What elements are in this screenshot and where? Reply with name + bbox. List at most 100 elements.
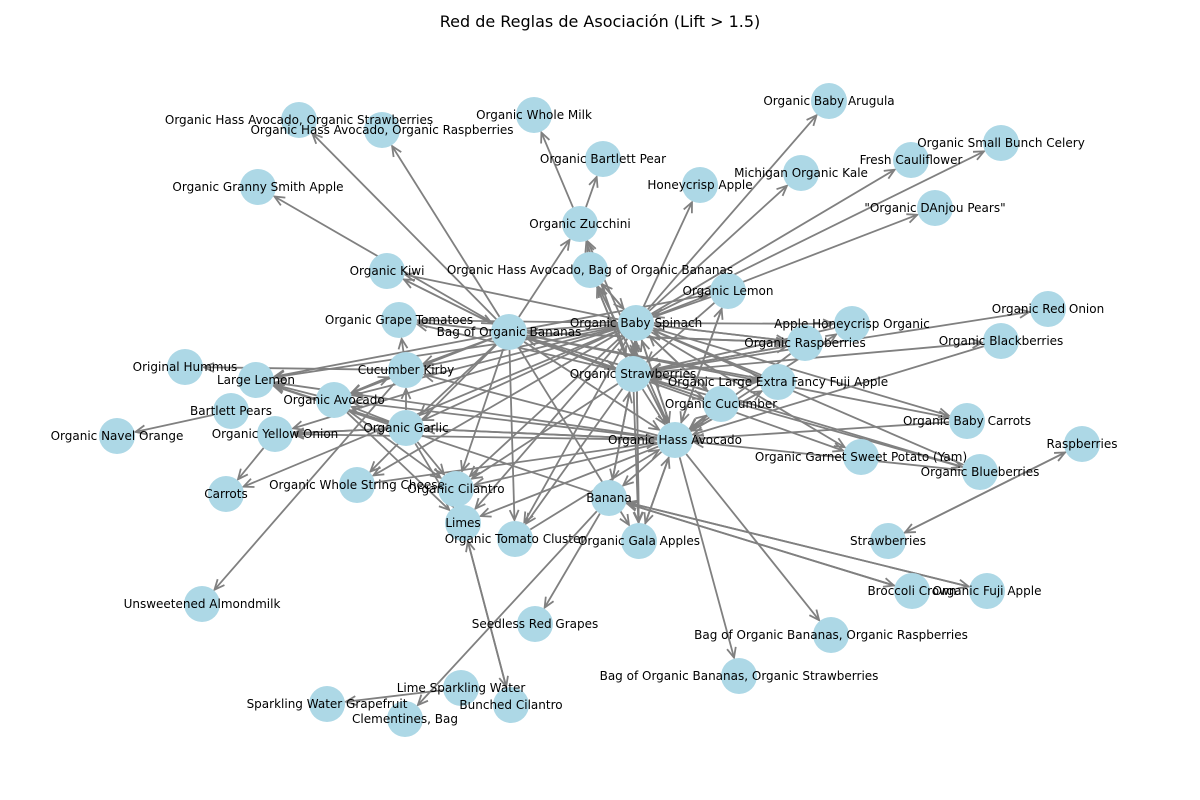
- node-yellow_onion[interactable]: [257, 416, 293, 452]
- node-small_celery[interactable]: [983, 125, 1019, 161]
- node-lime_water[interactable]: [443, 670, 479, 706]
- node-banana[interactable]: [591, 480, 627, 516]
- node-string_cheese[interactable]: [339, 467, 375, 503]
- edge-avo_bananas-to-strawberries_org: [596, 286, 627, 359]
- node-label-hass_avo: Organic Hass Avocado: [608, 433, 742, 447]
- node-avo_straw[interactable]: [281, 102, 317, 138]
- node-label-almondmilk: Unsweetened Almondmilk: [124, 597, 281, 611]
- node-blueberries[interactable]: [962, 454, 998, 490]
- node-strawberries[interactable]: [870, 523, 906, 559]
- node-avo_rasp[interactable]: [364, 112, 400, 148]
- node-broccoli[interactable]: [894, 573, 930, 609]
- edge-hass_avo-to-yellow_onion: [291, 429, 658, 441]
- node-cucumber_org[interactable]: [703, 386, 739, 422]
- node-baby_arugula[interactable]: [811, 83, 847, 119]
- node-granny_smith[interactable]: [240, 169, 276, 205]
- node-label-bartlett: Bartlett Pears: [190, 404, 272, 418]
- node-red_onion[interactable]: [1030, 291, 1066, 327]
- node-label-strawberries: Strawberries: [850, 534, 926, 548]
- node-lemon[interactable]: [710, 273, 746, 309]
- node-avo_bananas[interactable]: [572, 252, 608, 288]
- node-cilantro_org[interactable]: [438, 471, 474, 507]
- edge-bag_bananas-to-zucchini: [518, 238, 571, 318]
- node-danjou[interactable]: [917, 190, 953, 226]
- node-clementines[interactable]: [387, 701, 423, 737]
- node-label-bb_rasp: Bag of Organic Bananas, Organic Raspberr…: [694, 628, 968, 642]
- node-fuji_fancy[interactable]: [760, 364, 796, 400]
- node-label-seedless_grapes: Seedless Red Grapes: [472, 617, 599, 631]
- node-kiwi[interactable]: [369, 253, 405, 289]
- edge-spinach-to-honeycrisp: [642, 200, 693, 308]
- edge-hass_avo-to-bb_rasp: [685, 453, 821, 622]
- node-garlic[interactable]: [388, 410, 424, 446]
- edge-bag_bananas-to-avo_rasp: [390, 144, 501, 318]
- node-strawberries_org[interactable]: [615, 356, 651, 392]
- edge-baby_carrots-to-hass_avo: [691, 421, 950, 444]
- chart-title: Red de Reglas de Asociación (Lift > 1.5): [439, 12, 761, 31]
- edge-avo_bananas-to-spinach: [601, 283, 625, 311]
- node-sweet_potato[interactable]: [843, 439, 879, 475]
- edge-limes-to-bunched_cilantro: [466, 540, 509, 689]
- node-whole_milk[interactable]: [516, 97, 552, 133]
- node-bb_straw[interactable]: [721, 658, 757, 694]
- node-gala[interactable]: [621, 523, 657, 559]
- node-bunched_cilantro[interactable]: [493, 687, 529, 723]
- node-avocado_org[interactable]: [316, 382, 352, 418]
- edge-spinach-to-mich_kale: [648, 184, 789, 312]
- edge-spinach-to-fresh_cauli: [651, 168, 897, 315]
- node-blackberries[interactable]: [983, 323, 1019, 359]
- edge-fuji_org-to-banana: [625, 499, 970, 588]
- edge-avocado_org-to-large_lemon: [272, 381, 317, 397]
- node-label-honeycrisp: Honeycrisp Apple: [647, 178, 752, 192]
- edge-zucchini-to-bartlett_org: [585, 174, 599, 208]
- edge-hass_avo-to-banana: [621, 451, 663, 487]
- node-hummus[interactable]: [167, 349, 203, 385]
- node-grapefruit_water[interactable]: [309, 686, 345, 722]
- node-label-navel: Organic Navel Orange: [51, 429, 184, 443]
- node-bartlett_org[interactable]: [585, 141, 621, 177]
- node-kirby[interactable]: [388, 352, 424, 388]
- edge-kirby-to-hummus: [201, 362, 389, 373]
- edge-string_cheese-to-hass_avo: [374, 438, 659, 484]
- node-mich_kale[interactable]: [783, 155, 819, 191]
- edge-spinach-to-small_celery: [651, 150, 986, 316]
- node-bartlett[interactable]: [213, 393, 249, 429]
- node-spinach[interactable]: [618, 305, 654, 341]
- edge-raspberries-to-strawberries: [903, 451, 1067, 534]
- node-large_lemon[interactable]: [238, 362, 274, 398]
- node-label-baby_arugula: Organic Baby Arugula: [763, 94, 894, 108]
- node-navel[interactable]: [99, 418, 135, 454]
- node-label-bb_straw: Bag of Organic Bananas, Organic Strawber…: [600, 669, 879, 683]
- node-carrots[interactable]: [208, 476, 244, 512]
- node-bag_bananas[interactable]: [491, 314, 527, 350]
- node-fuji_org[interactable]: [969, 573, 1005, 609]
- node-label-fuji_fancy: Organic Large Extra Fancy Fuji Apple: [668, 375, 888, 389]
- node-grape_tom[interactable]: [381, 302, 417, 338]
- edge-hass_avo-to-bb_straw: [678, 457, 737, 660]
- node-almondmilk[interactable]: [184, 586, 220, 622]
- node-label-garlic: Organic Garlic: [363, 421, 448, 435]
- node-label-zucchini: Organic Zucchini: [529, 217, 630, 231]
- node-raspberries_org[interactable]: [787, 325, 823, 361]
- node-bb_rasp[interactable]: [813, 617, 849, 653]
- edge-avo_bananas-to-hass_avo: [597, 285, 668, 425]
- edge-bag_bananas-to-avo_straw: [310, 131, 497, 320]
- edge-raspberries_org-to-bag_bananas: [525, 327, 788, 344]
- node-raspberries[interactable]: [1064, 426, 1100, 462]
- node-label-granny_smith: Organic Granny Smith Apple: [172, 180, 343, 194]
- edge-yellow_onion-to-garlic: [292, 423, 390, 435]
- edge-banana-to-seedless_grapes: [543, 513, 601, 610]
- node-seedless_grapes[interactable]: [517, 606, 553, 642]
- node-tomato_cluster[interactable]: [497, 521, 533, 557]
- edge-lime_water-to-grapefruit_water: [343, 689, 444, 706]
- edge-strawberries_org-to-red_onion: [650, 308, 1032, 373]
- node-fresh_cauli[interactable]: [893, 142, 929, 178]
- node-baby_carrots[interactable]: [949, 403, 985, 439]
- node-label-gala: Organic Gala Apples: [578, 534, 700, 548]
- node-honeycrisp_org[interactable]: [834, 306, 870, 342]
- node-limes[interactable]: [445, 505, 481, 541]
- node-hass_avo[interactable]: [657, 422, 693, 458]
- node-zucchini[interactable]: [562, 206, 598, 242]
- node-honeycrisp[interactable]: [682, 167, 718, 203]
- node-label-whole_milk: Organic Whole Milk: [476, 108, 592, 122]
